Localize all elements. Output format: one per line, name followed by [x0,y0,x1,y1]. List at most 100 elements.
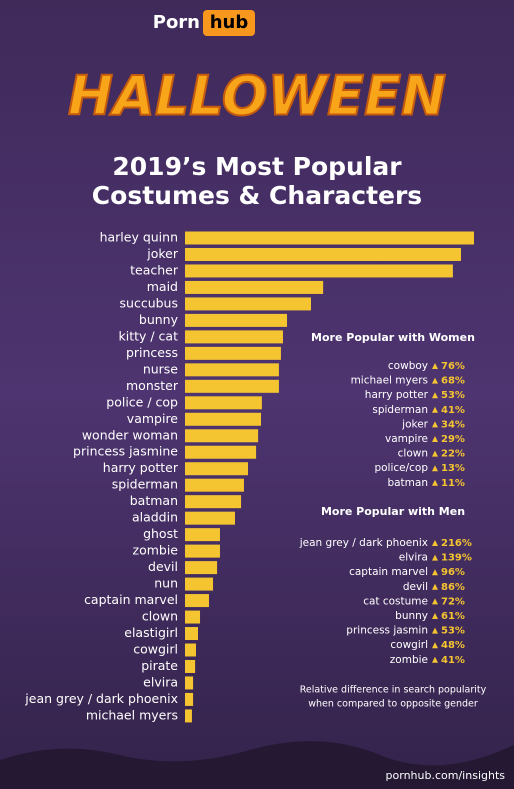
comparison-label: michael myers [351,375,428,387]
category-label: police / cop [106,394,178,409]
comparison-value: 34% [441,419,465,430]
comparison-value: 41% [441,655,465,666]
category-label: nurse [143,361,178,376]
bar [185,396,262,410]
category-label: clown [142,609,178,624]
bar [185,264,453,278]
comparison-label: vampire [385,433,428,445]
up-marker [432,377,438,384]
bar [185,561,218,575]
category-label: harley quinn [100,230,178,245]
comparison-label: jean grey / dark phoenix [299,537,428,549]
category-label: elvira [143,674,178,689]
brand-box-text: hub [210,12,249,33]
bar [185,643,196,657]
comparison-value: 76% [441,361,465,372]
comparison-value: 61% [441,611,465,622]
up-marker [432,421,438,428]
up-marker [432,406,438,413]
comparison-value: 48% [441,640,465,651]
comparison-label: princess jasmin [346,625,428,637]
comparison-value: 22% [441,449,465,460]
category-label: batman [130,493,178,508]
category-label: kitty / cat [118,328,178,343]
bar [185,313,288,327]
up-marker [432,465,438,472]
bar [185,528,220,542]
up-marker [432,642,438,649]
up-marker [432,627,438,634]
bar [185,709,192,723]
bar [185,330,283,344]
bar [185,692,194,706]
comparison-value: 96% [441,567,465,578]
category-label: pirate [141,658,178,673]
comparison-label: elvira [399,552,428,564]
bar [185,511,235,525]
up-marker [432,554,438,561]
brand: Porn [153,12,200,33]
up-marker [432,569,438,576]
bar [185,429,259,443]
bar [185,659,196,673]
bar [185,445,257,459]
comparison-label: cowboy [388,360,428,372]
ground [0,741,514,789]
bar [185,462,249,476]
category-label: nun [154,576,178,591]
comparison-value: 86% [441,582,465,593]
comparison-label: cat costume [363,595,428,607]
comparison-value: 29% [441,434,465,445]
category-label: cowgirl [133,642,178,657]
category-label: joker [146,246,179,261]
comparison-value: 139% [441,553,472,564]
comparison-label: joker [401,418,429,430]
bar [185,231,474,245]
banner: HALLOWEEN [68,65,446,128]
brand-box [203,10,255,36]
category-label: devil [148,559,178,574]
category-label: monster [126,378,179,393]
category-label: wonder woman [82,427,178,442]
bar [185,676,194,690]
category-label: princess [126,345,178,360]
comparison-label: spiderman [372,404,428,416]
footer: pornhub.com/insights [386,769,506,782]
comparison-value: 216% [441,538,472,549]
up-marker [432,450,438,457]
comparison-value: 53% [441,390,465,401]
bar [185,544,220,558]
note: Relative difference in search popularity [300,685,487,696]
comparison-label: bunny [395,610,428,622]
up-marker [432,436,438,442]
up-marker [432,583,438,590]
comparison-value: 13% [441,463,465,474]
bar [185,280,324,294]
comparison-label: captain marvel [349,566,428,578]
title-line: 2019’s Most Popular [112,152,402,181]
comparison-label: zombie [390,654,428,666]
category-label: bunny [139,312,179,327]
comparison-label: harry potter [365,389,429,401]
category-label: elastigirl [124,625,178,640]
bar [185,627,199,641]
up-marker [432,392,438,399]
up-marker [432,598,438,605]
bar [185,594,209,608]
category-label: captain marvel [84,592,178,607]
panel-title: More Popular with Men [321,505,465,518]
up-marker [432,613,438,619]
comparison-value: 72% [441,596,465,607]
category-label: succubus [120,295,178,310]
category-label: aladdin [132,510,178,525]
comparison-label: devil [403,581,428,593]
comparison-label: cowgirl [390,639,428,651]
comparison-value: 11% [441,478,465,489]
bar [185,577,214,591]
category-label: maid [147,279,178,294]
category-label: harry potter [103,460,179,475]
category-label: vampire [127,411,179,426]
category-label: teacher [130,262,179,277]
